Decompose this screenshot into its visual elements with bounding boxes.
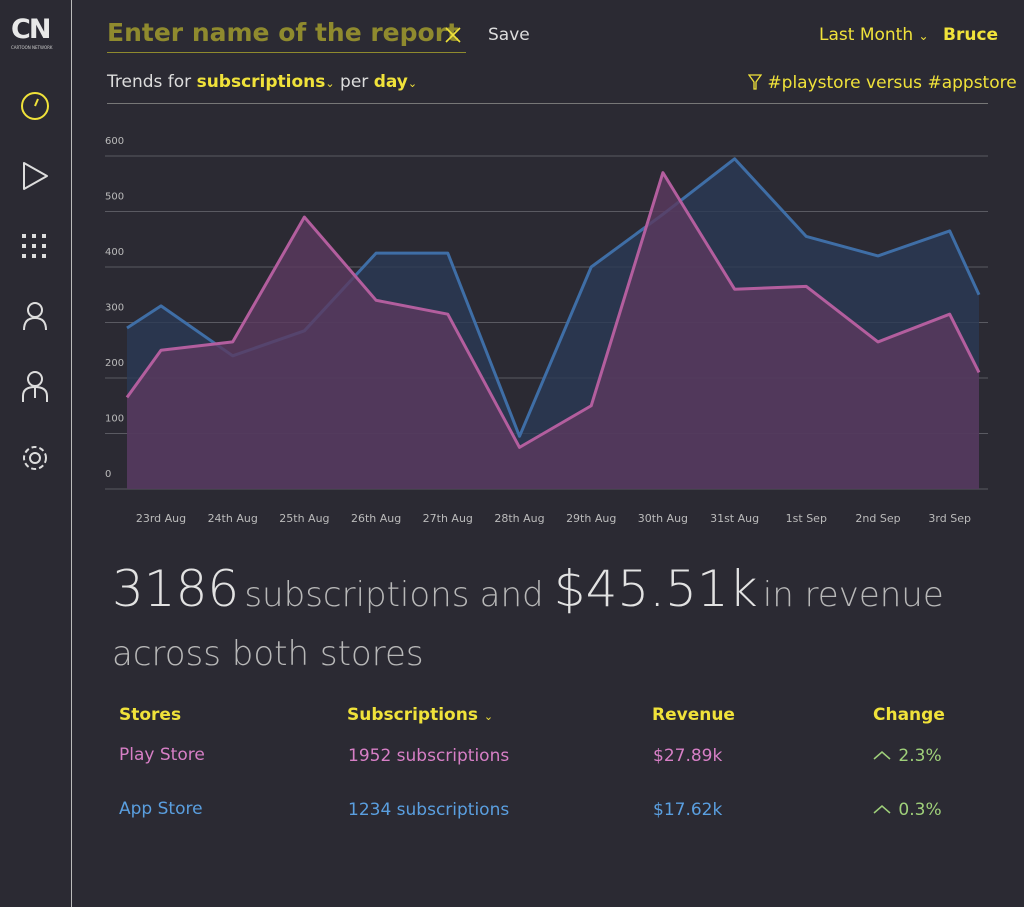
apps-icon[interactable] — [22, 234, 46, 258]
trend-prefix: Trends for — [107, 72, 192, 92]
clear-button[interactable] — [444, 26, 462, 44]
x-tick-label: 29th Aug — [566, 512, 616, 525]
x-tick-label: 31st Aug — [710, 512, 759, 525]
change-value: 0.3% — [898, 800, 942, 820]
y-tick-label: 400 — [105, 247, 124, 258]
x-tick-label: 30th Aug — [638, 512, 688, 525]
user-icon[interactable] — [23, 302, 47, 331]
col-header: Stores — [119, 705, 182, 725]
filter[interactable]: #playstore versus #appstore — [747, 73, 1017, 93]
y-tick-label: 100 — [105, 414, 124, 425]
dashboard-icon[interactable] — [21, 92, 49, 120]
col-header: Change — [873, 705, 945, 725]
unit-select[interactable]: day — [373, 72, 408, 92]
change-cell: 0.3% — [873, 800, 942, 820]
sidebar: CN CARTOON NETWORK — [0, 0, 72, 907]
store-name: App Store — [119, 799, 203, 819]
settings-icon[interactable] — [23, 446, 47, 470]
nav-icons — [21, 92, 49, 470]
x-tick-label: 26th Aug — [351, 512, 401, 525]
filter-text: #playstore versus #appstore — [767, 73, 1017, 93]
save-button[interactable]: Save — [488, 25, 530, 45]
area — [127, 172, 979, 489]
input-underline — [107, 52, 466, 53]
summary-and: and — [479, 575, 544, 615]
up-caret — [873, 805, 891, 814]
period: Last Month — [819, 25, 914, 45]
col-header-text: Subscriptions — [347, 705, 478, 725]
y-tick-label: 300 — [105, 303, 124, 314]
store-name: Play Store — [119, 745, 205, 765]
col-header: Revenue — [652, 705, 735, 725]
summary-scope: across both stores — [112, 634, 424, 674]
summary-count: 3186 — [112, 560, 240, 618]
y-tick-label: 200 — [105, 358, 124, 369]
play-icon[interactable] — [23, 162, 48, 190]
y-tick-label: 0 — [105, 469, 111, 480]
x-tick-label: 28th Aug — [494, 512, 544, 525]
summary-revenue-label: in revenue — [762, 575, 944, 615]
user-name[interactable]: Bruce — [943, 25, 999, 45]
subscriptions-cell: 1952 subscriptions — [348, 746, 510, 766]
filter-icon — [747, 74, 763, 90]
logo-sub: CARTOON NETWORK — [11, 45, 53, 50]
period-select[interactable]: Last Month ⌄ — [819, 25, 929, 45]
y-tick-label: 600 — [105, 136, 124, 147]
change-value: 2.3% — [898, 746, 942, 766]
col-header[interactable]: Subscriptions ⌄ — [347, 705, 494, 725]
metric-select[interactable]: subscriptions — [196, 72, 326, 92]
y-tick-label: 500 — [105, 192, 124, 203]
subscriptions-cell: 1234 subscriptions — [348, 800, 510, 820]
chart: 0 100 200 300 400 500 600 23rd Aug 24th Aug 25th … — [105, 136, 988, 525]
revenue-cell: $17.62k — [653, 800, 723, 820]
x-tick-label: 3rd Sep — [928, 512, 971, 525]
change-cell: 2.3% — [873, 746, 942, 766]
x-tick-label: 24th Aug — [208, 512, 258, 525]
divider — [107, 103, 988, 104]
x-tick-label: 23rd Aug — [136, 512, 186, 525]
x-tick-label: 25th Aug — [279, 512, 329, 525]
revenue-cell: $27.89k — [653, 746, 723, 766]
x-tick-label: 1st Sep — [786, 512, 827, 525]
trend-per: per — [340, 72, 369, 92]
report-name-input[interactable]: Enter name of the report — [107, 18, 459, 47]
up-caret — [873, 751, 891, 760]
summary-line-1: 3186 subscriptions and $45.51k in revenu… — [112, 560, 944, 618]
logo[interactable]: CN — [11, 14, 51, 45]
summary-revenue: $45.51k — [553, 560, 758, 618]
series-line — [125, 171, 981, 449]
trend-line: Trends for subscriptions⌄ per day⌄ — [107, 72, 418, 92]
x-tick-label: 2nd Sep — [855, 512, 900, 525]
summary-count-label: subscriptions — [244, 575, 470, 615]
admin-icon[interactable] — [22, 371, 48, 402]
x-tick-label: 27th Aug — [423, 512, 473, 525]
